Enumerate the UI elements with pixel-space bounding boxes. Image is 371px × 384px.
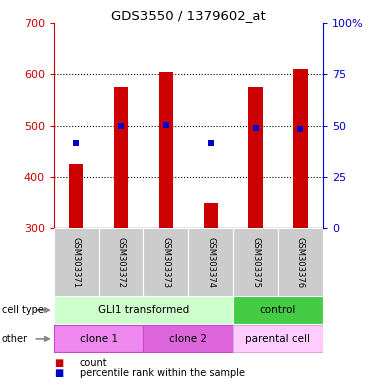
Text: other: other [2,334,28,344]
Title: GDS3550 / 1379602_at: GDS3550 / 1379602_at [111,9,266,22]
Text: ■: ■ [54,368,63,379]
Text: GSM303372: GSM303372 [116,237,125,288]
Text: GSM303373: GSM303373 [161,237,170,288]
Bar [99,228,144,296]
Bar [233,325,323,353]
Bar [69,164,83,228]
Bar [159,72,173,228]
Bar [144,325,233,353]
Bar [293,69,308,228]
Bar [114,87,128,228]
Text: clone 2: clone 2 [169,334,207,344]
Bar [188,228,233,296]
Text: clone 1: clone 1 [80,334,118,344]
Bar [248,87,263,228]
Text: GSM303375: GSM303375 [251,237,260,288]
Text: GSM303371: GSM303371 [72,237,81,288]
Text: GLI1 transformed: GLI1 transformed [98,305,189,315]
Text: parental cell: parental cell [246,334,311,344]
Bar [54,296,233,324]
Bar [204,203,218,228]
Bar [144,228,188,296]
Text: GSM303374: GSM303374 [206,237,215,288]
Text: cell type: cell type [2,305,44,315]
Bar [278,228,323,296]
Bar [54,325,144,353]
Bar [54,228,99,296]
Bar [233,228,278,296]
Text: ■: ■ [54,358,63,368]
Text: count: count [80,358,107,368]
Text: GSM303376: GSM303376 [296,237,305,288]
Text: percentile rank within the sample: percentile rank within the sample [80,368,245,379]
Bar [233,296,323,324]
Text: control: control [260,305,296,315]
